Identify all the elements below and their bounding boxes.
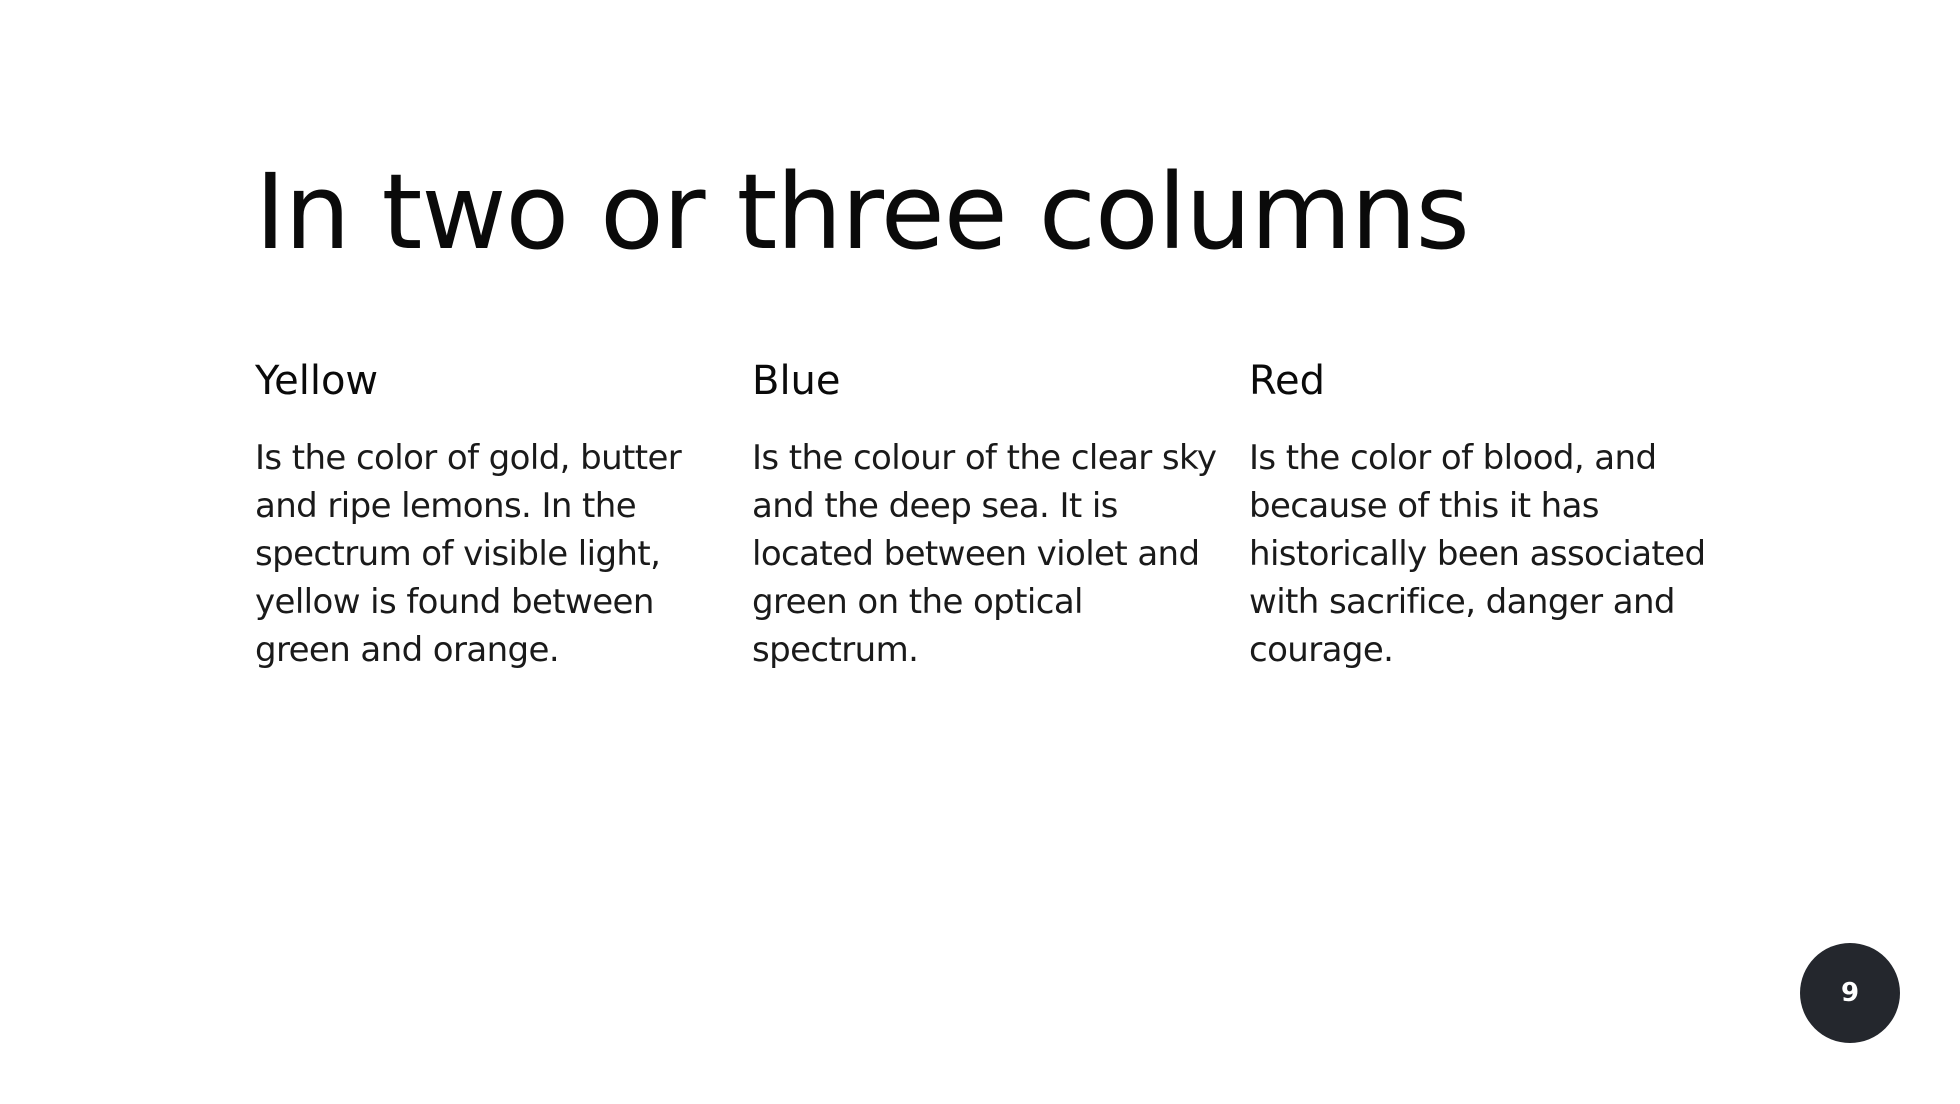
column-body: Is the color of gold, butter and ripe le…	[255, 438, 682, 670]
page-number-badge: 9	[1800, 943, 1900, 1043]
column-yellow: Yellow Is the color of gold, butter and …	[255, 352, 752, 674]
column-heading: Yellow	[255, 358, 379, 404]
page-number: 9	[1840, 978, 1860, 1008]
columns-container: Yellow Is the color of gold, butter and …	[255, 352, 1715, 674]
column-blue: Blue Is the colour of the clear sky and …	[752, 352, 1249, 674]
column-red: Red Is the color of blood, and because o…	[1249, 352, 1746, 674]
slide-title: In two or three columns	[255, 151, 1470, 273]
column-heading: Blue	[752, 358, 841, 404]
column-heading: Red	[1249, 358, 1325, 404]
column-body: Is the colour of the clear sky and the d…	[752, 438, 1217, 670]
column-body: Is the color of blood, and because of th…	[1249, 438, 1706, 670]
